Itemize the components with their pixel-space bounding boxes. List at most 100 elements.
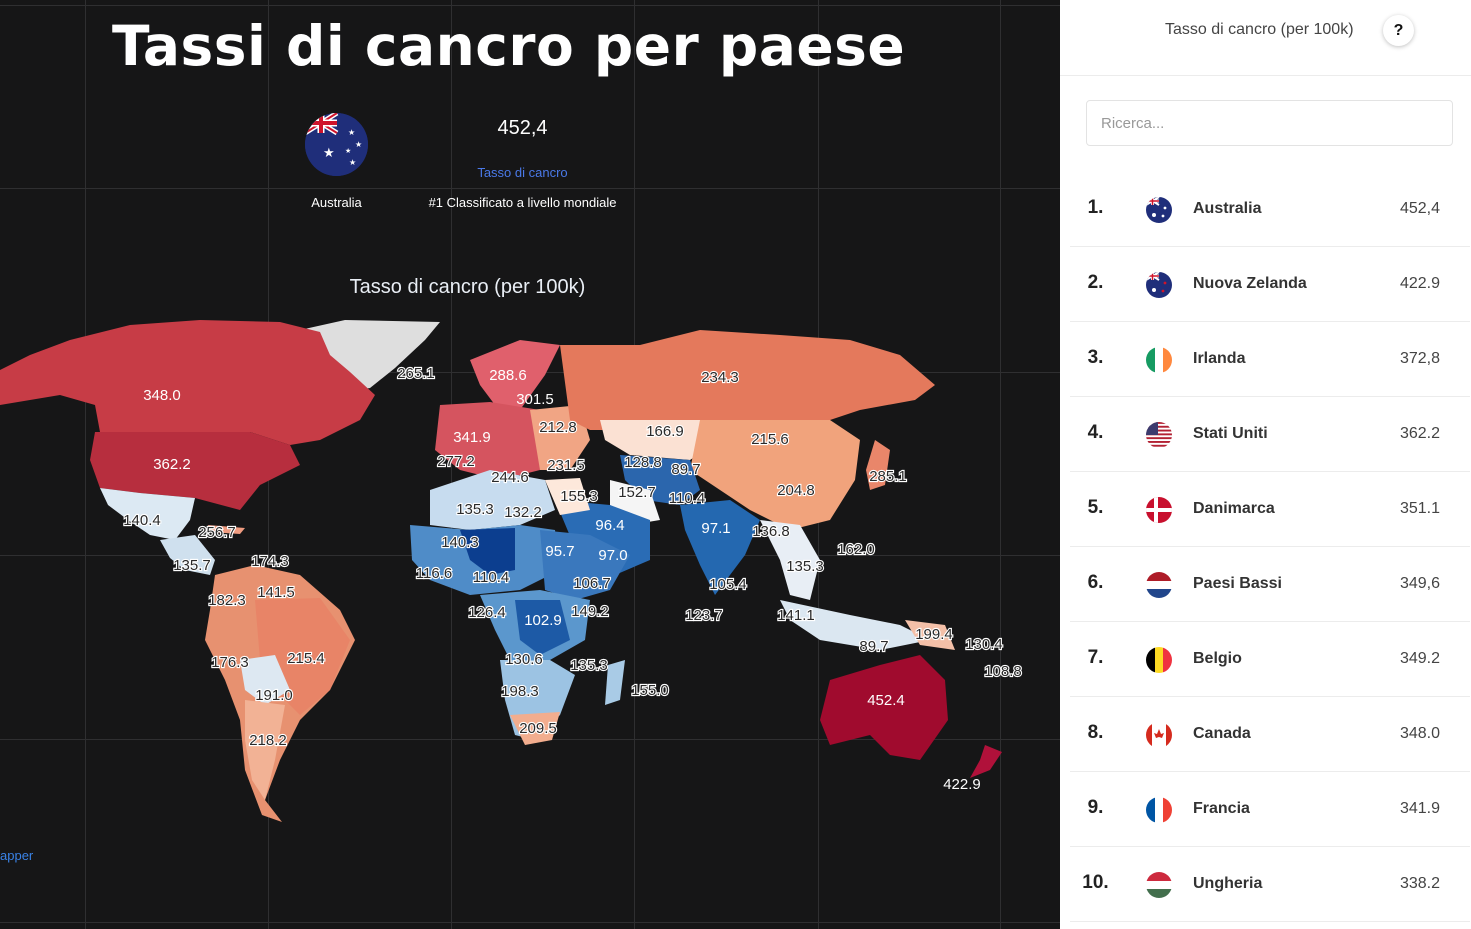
map-label-thailand: 135.3 [786, 558, 824, 575]
country-north-africa [430, 470, 555, 530]
help-button[interactable]: ? [1383, 15, 1414, 46]
world-choropleth-map[interactable]: 348.0 362.2 265.1 140.4 256.7 174.3 135.7 182.3… [0, 300, 1060, 840]
grid-line [451, 0, 452, 929]
map-label-south-africa: 209.5 [519, 720, 557, 737]
country-png [905, 620, 955, 650]
ranking-row[interactable]: 6. Paesi Bassi 349,6 [1070, 547, 1470, 622]
ranking-row[interactable]: 3. Irlanda 372,8 [1070, 322, 1470, 397]
ireland-flag-icon [1146, 347, 1172, 373]
map-label-ethiopia: 106.7 [573, 575, 611, 592]
grid-line [0, 5, 1060, 6]
ranking-row[interactable]: 1. Australia 452,4 [1070, 172, 1470, 247]
usa-flag-icon [1146, 422, 1172, 448]
rank-value: 351.1 [1399, 500, 1440, 517]
map-label-india: 97.1 [701, 520, 730, 537]
map-label-spain: 277.2 [437, 453, 475, 470]
rank-country-name: Paesi Bassi [1193, 575, 1282, 592]
map-label-algeria: 135.3 [456, 501, 494, 518]
map-panel: Tassi di cancro per paese ★ ★ ★ ★ ★ Aust… [0, 0, 1060, 929]
highlight-rank-text: #1 Classificato a livello mondiale [428, 195, 617, 210]
rank-value: 349,6 [1399, 575, 1440, 592]
map-label-guatemala: 135.7 [173, 557, 211, 574]
rank-country-name: Australia [1193, 200, 1262, 217]
rank-value: 372,8 [1399, 350, 1440, 367]
map-label-norway: 288.6 [489, 367, 527, 384]
rank-number: 6. [1087, 572, 1104, 593]
map-label-dominican-republic: 174.3 [251, 553, 289, 570]
map-title: Tasso di cancro (per 100k) [349, 276, 586, 298]
country-egypt [545, 478, 590, 515]
country-china [690, 420, 860, 530]
rank-country-name: Francia [1193, 800, 1250, 817]
map-label-greenland: 265.1 [397, 365, 435, 382]
canada-flag-icon [1146, 722, 1172, 748]
ranking-row[interactable]: 2. Nuova Zelanda 422.9 [1070, 247, 1470, 322]
sidebar-header: Tasso di cancro (per 100k) ? [1060, 0, 1471, 76]
rank-value: 348.0 [1399, 725, 1440, 742]
rank-number: 8. [1087, 722, 1104, 743]
map-label-sri-lanka: 105.4 [709, 576, 747, 593]
map-label-turkey: 231.5 [547, 457, 585, 474]
ranking-row[interactable]: 8. Canada 348.0 [1070, 697, 1470, 772]
grid-line [85, 0, 86, 929]
country-sudan-ethiopia [540, 530, 630, 600]
map-label-dr-congo: 102.9 [524, 612, 562, 629]
map-label-papua-new-guinea: 199.4 [915, 626, 953, 643]
rank-value: 338.2 [1399, 875, 1440, 892]
map-label-tajikistan: 89.7 [671, 461, 700, 478]
ranking-row[interactable]: 7. Belgio 349.2 [1070, 622, 1470, 697]
svg-text:★: ★ [355, 140, 362, 149]
ranking-row[interactable]: 4. Stati Uniti 362.2 [1070, 397, 1470, 472]
rank-value: 422.9 [1399, 275, 1440, 292]
ranking-row[interactable]: 10. Ungheria 338.2 [1070, 847, 1470, 922]
map-label-egypt: 155.3 [560, 488, 598, 505]
country-madagascar [605, 660, 625, 705]
map-label-solomon-islands: 130.4 [965, 636, 1003, 653]
country-se-asia [760, 520, 820, 600]
country-drc [515, 600, 570, 655]
country-norway-sweden [470, 340, 560, 410]
page-title: Tassi di cancro per paese [112, 14, 906, 78]
map-label-france: 341.9 [453, 429, 491, 446]
map-credit[interactable]: apper [0, 848, 34, 863]
country-australia [820, 655, 948, 760]
map-label-pakistan: 110.4 [669, 490, 705, 507]
map-label-nigeria: 110.4 [473, 569, 509, 586]
new-zealand-flag-icon [1146, 272, 1172, 298]
svg-text:★: ★ [345, 147, 351, 155]
ranking-row[interactable]: 9. Francia 341.9 [1070, 772, 1470, 847]
map-label-vanuatu: 108.8 [984, 663, 1022, 680]
map-label-maldives: 123.7 [685, 607, 723, 624]
rank-country-name: Canada [1193, 725, 1251, 742]
rank-value: 452,4 [1399, 200, 1440, 217]
rank-country-name: Belgio [1193, 650, 1242, 667]
ranking-sidebar: Tasso di cancro (per 100k) ? 1. Australia… [1060, 0, 1471, 929]
rank-country-name: Stati Uniti [1193, 425, 1268, 442]
australia-flag-icon [1146, 197, 1172, 223]
map-label-guinea: 116.6 [416, 565, 452, 582]
map-label-angola: 130.6 [505, 651, 543, 668]
map-label-iran: 152.7 [618, 484, 656, 501]
country-niger-chad [460, 528, 515, 575]
hungary-flag-icon [1146, 872, 1172, 898]
ranking-row[interactable]: 5. Danimarca 351.1 [1070, 472, 1470, 547]
map-label-new-zealand: 422.9 [943, 776, 981, 793]
denmark-flag-icon [1146, 497, 1172, 523]
rank-number: 4. [1087, 422, 1104, 443]
country-india [680, 500, 760, 595]
map-label-philippines: 162.0 [837, 541, 875, 558]
country-russia [560, 330, 935, 430]
svg-text:★: ★ [349, 158, 356, 167]
rank-number: 3. [1087, 347, 1104, 368]
svg-text:★: ★ [323, 146, 335, 161]
search-input[interactable] [1086, 100, 1453, 146]
country-argentina [245, 700, 285, 800]
map-label-mozambique: 135.3 [570, 657, 608, 674]
map-label-venezuela: 141.5 [257, 584, 295, 601]
country-japan [866, 440, 890, 490]
country-kazakhstan [600, 420, 720, 460]
rank-number: 1. [1087, 197, 1104, 218]
rank-number: 5. [1087, 497, 1104, 518]
rank-number: 10. [1082, 872, 1109, 893]
netherlands-flag-icon [1146, 572, 1172, 598]
